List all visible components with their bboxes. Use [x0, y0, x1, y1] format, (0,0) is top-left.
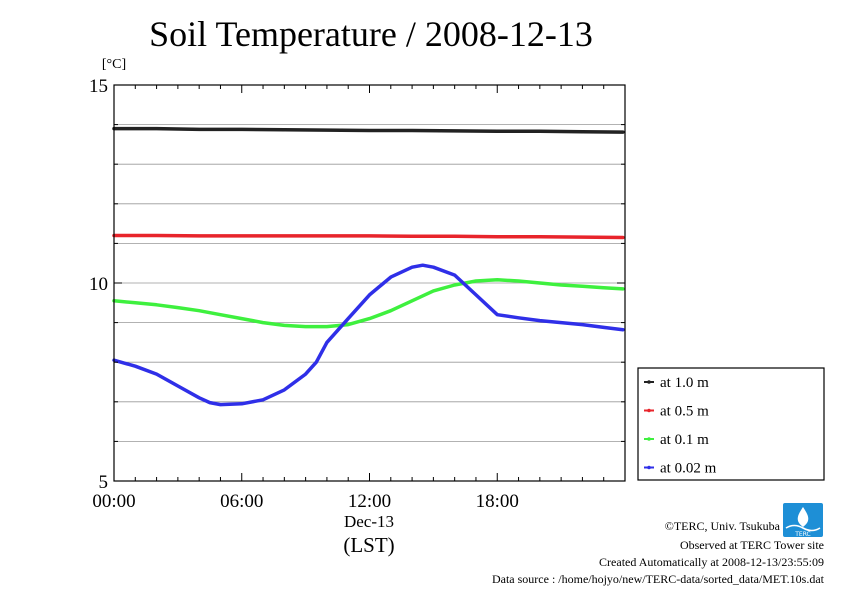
terc-logo: TERC [783, 503, 823, 538]
copyright-text: ©TERC, Univ. Tsukuba [665, 519, 781, 533]
series-line-1 [112, 126, 625, 134]
series-lines [112, 126, 625, 407]
legend-marker [647, 408, 651, 413]
x-tick-label: 06:00 [220, 491, 263, 512]
x-date-label: Dec-13 [344, 512, 394, 531]
y-tick-label: 15 [89, 76, 108, 97]
grid-lines [114, 124, 625, 442]
x-tick-label: 12:00 [348, 491, 391, 512]
site-text: Observed at TERC Tower site [680, 538, 824, 552]
legend-label: at 0.1 m [660, 432, 709, 448]
legend-label: at 1.0 m [660, 375, 709, 391]
y-axis-label: [°C] [102, 57, 126, 72]
series-line-3 [112, 278, 625, 329]
x-axis-label: (LST) [343, 533, 394, 557]
legend: at 1.0 m at 0.5 m at 0.1 m at 0.02 m [637, 367, 825, 481]
legend-marker [647, 465, 651, 470]
axis-ticks [113, 84, 626, 482]
created-text: Created Automatically at 2008-12-13/23:5… [599, 555, 824, 569]
legend-box [637, 367, 825, 481]
legend-label: at 0.5 m [660, 404, 709, 420]
source-text: Data source : /home/hojyo/new/TERC-data/… [492, 572, 825, 586]
wave-icon [785, 524, 821, 532]
footer-info: ©TERC, Univ. Tsukuba Observed at TERC To… [492, 519, 825, 586]
y-tick-label: 10 [89, 274, 108, 295]
x-tick-labels: 00:00 06:00 12:00 18:00 [92, 491, 519, 512]
legend-marker [647, 380, 651, 384]
x-tick-label: 00:00 [92, 491, 135, 512]
y-tick-labels: 5 10 15 [89, 76, 108, 493]
chart-title: Soil Temperature / 2008-12-13 [149, 14, 593, 54]
legend-marker [647, 437, 651, 441]
series-line-2 [112, 233, 625, 240]
water-drop-icon [797, 507, 809, 527]
legend-label: at 0.02 m [660, 461, 717, 477]
logo-text: TERC [794, 531, 811, 538]
y-tick-label: 5 [99, 472, 109, 493]
series-line-4 [112, 263, 625, 407]
x-tick-label: 18:00 [476, 491, 519, 512]
